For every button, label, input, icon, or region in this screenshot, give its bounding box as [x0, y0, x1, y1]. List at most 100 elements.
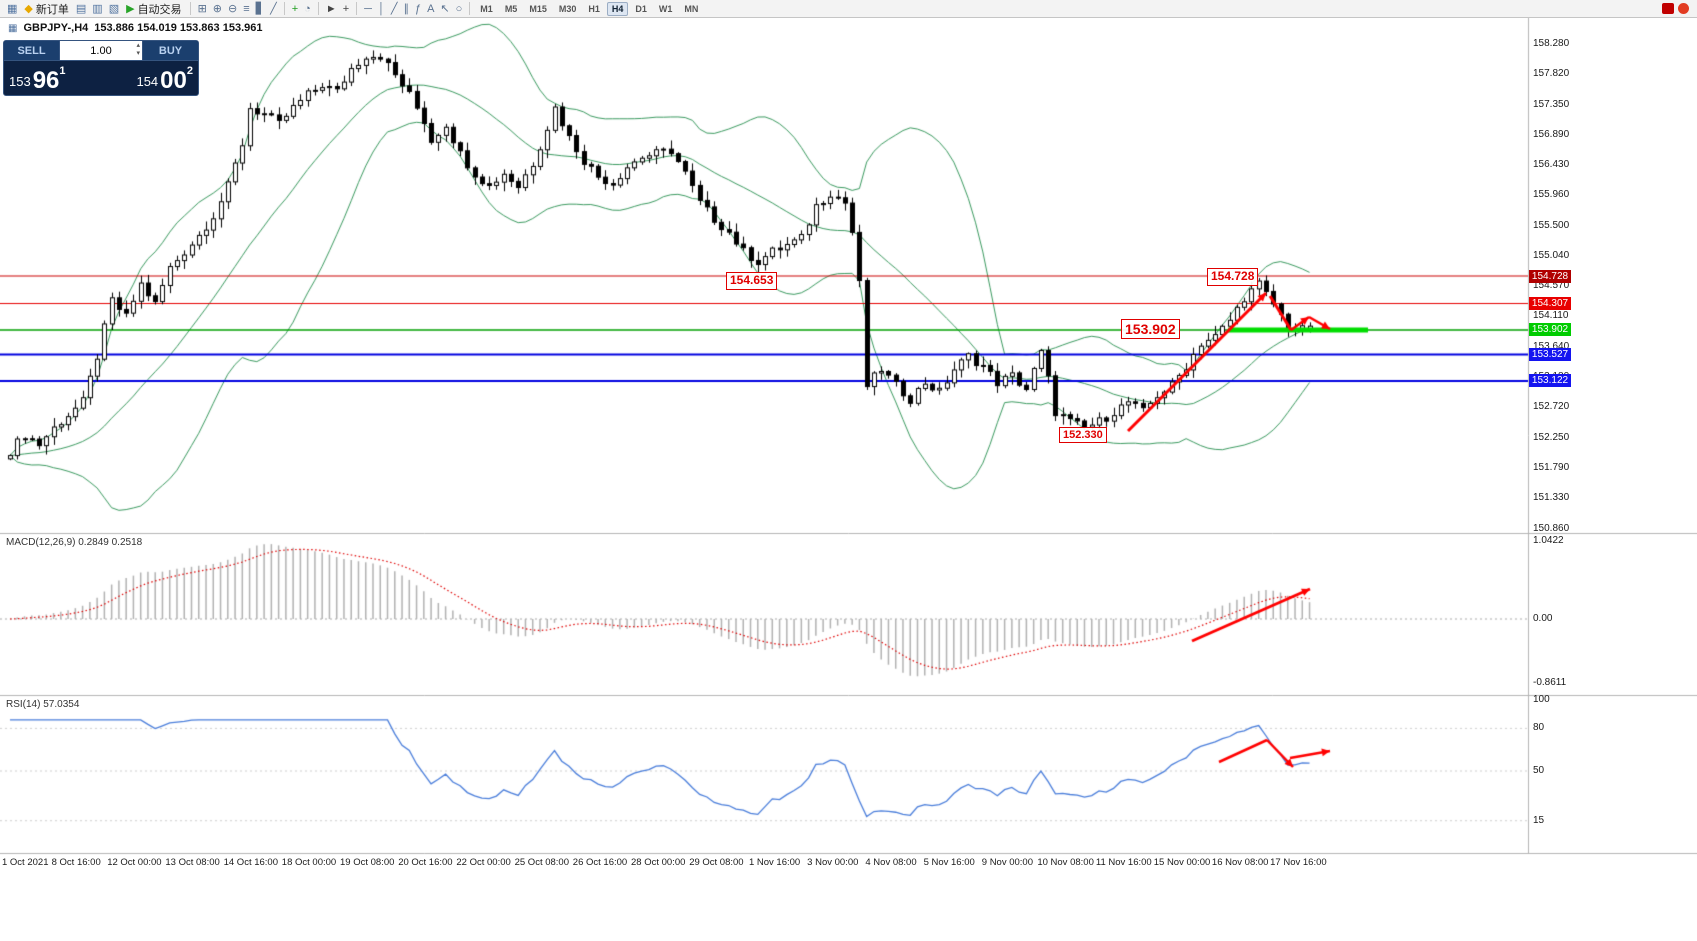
macd-indicator-label: MACD(12,26,9) 0.2849 0.2518 — [6, 537, 143, 548]
sell-button[interactable]: SELL — [4, 41, 59, 60]
time-axis-label: 22 Oct 00:00 — [456, 857, 511, 868]
price-axis-badge: 153.122 — [1529, 374, 1571, 388]
fibonacci-tool-icon: ƒ — [414, 2, 422, 15]
vline-tool-icon[interactable]: │ — [375, 1, 388, 17]
market-watch-icon[interactable]: ▥ — [89, 1, 105, 17]
time-axis-label: 12 Oct 00:00 — [107, 857, 162, 868]
text-tool-icon[interactable]: A — [424, 1, 437, 17]
time-axis-label: 18 Oct 00:00 — [281, 857, 337, 868]
time-axis-label: 16 Nov 08:00 — [1211, 857, 1269, 868]
price-axis-tick: 154.570 — [1533, 280, 1570, 292]
period-clock-icon: ◔ — [304, 2, 311, 15]
new-order-button[interactable]: ◆ 新订单 — [20, 1, 72, 17]
period-clock-icon[interactable]: ◔ — [301, 1, 314, 17]
auto-trading-button[interactable]: ▶ 自动交易 — [122, 1, 185, 17]
annotation-price-label[interactable]: 152.330 — [1059, 427, 1107, 444]
tile-windows-icon[interactable]: ⊞ — [195, 1, 210, 17]
buy-price-main: 154 — [136, 74, 159, 89]
channel-tool-icon[interactable]: ∥ — [400, 1, 412, 17]
price-axis-tick: 158.280 — [1533, 37, 1570, 49]
one-click-trade-panel: SELL 1.00 ▴ ▾ BUY 153 96 1 154 00 2 — [3, 40, 199, 96]
time-axis-label: 10 Nov 08:00 — [1037, 857, 1094, 868]
price-axis-tick: 151.330 — [1533, 492, 1570, 504]
timeframe-button-h1[interactable]: H1 — [588, 3, 600, 14]
bar-chart-icon[interactable]: ≡ — [240, 1, 252, 17]
annotation-price-label[interactable]: 154.653 — [726, 272, 778, 290]
auto-trading-button-label: 自动交易 — [137, 3, 182, 16]
volume-spinner[interactable]: ▴ ▾ — [136, 42, 140, 58]
timeframe-button-d1[interactable]: D1 — [635, 3, 647, 14]
timeframe-button-m1[interactable]: M1 — [480, 3, 493, 14]
zoom-in-icon: ⊕ — [212, 2, 222, 15]
annotation-price-label[interactable]: 154.728 — [1207, 268, 1259, 286]
timeframe-button-m30[interactable]: M30 — [558, 3, 577, 14]
profiles-icon: ▤ — [75, 2, 87, 15]
timeframe-button-w1[interactable]: W1 — [658, 3, 673, 14]
volume-down-icon[interactable]: ▾ — [136, 50, 140, 57]
volume-input[interactable]: 1.00 ▴ ▾ — [59, 41, 143, 60]
trendline-tool-icon[interactable]: ╱ — [388, 1, 401, 17]
line-chart-icon[interactable]: ╱ — [267, 1, 280, 17]
annotation-price-label[interactable]: 153.902 — [1121, 319, 1180, 340]
shapes-tool-icon: ○ — [455, 2, 463, 15]
price-axis-tick: 150.860 — [1533, 522, 1570, 534]
zoom-in-icon[interactable]: ⊕ — [210, 1, 225, 17]
crosshair-tool-icon[interactable]: + — [340, 1, 352, 17]
time-axis-label: 14 Oct 16:00 — [223, 857, 278, 868]
profiles-icon[interactable]: ▤ — [73, 1, 89, 17]
time-axis-label: 29 Oct 08:00 — [689, 857, 744, 868]
chart-window-icon: ▦ — [7, 2, 18, 15]
zoom-out-icon[interactable]: ⊖ — [225, 1, 240, 17]
timeframe-button-m5[interactable]: M5 — [504, 3, 518, 14]
time-axis-label: 15 Nov 00:00 — [1153, 857, 1211, 868]
sell-price-point: 1 — [59, 65, 66, 77]
cursor-tool-icon[interactable]: ► — [323, 1, 340, 17]
text-tool-icon: A — [427, 2, 435, 15]
rsi-axis-tick: 100 — [1533, 694, 1550, 705]
price-axis-tick: 155.500 — [1533, 219, 1570, 231]
fibonacci-tool-icon[interactable]: ƒ — [412, 1, 424, 17]
chart-window-icon[interactable]: ▦ — [4, 1, 20, 17]
candlestick-chart-icon: ▋ — [255, 2, 265, 15]
crosshair-tool-icon: + — [342, 2, 350, 15]
navigator-icon[interactable]: ▧ — [106, 1, 122, 17]
auto-trading-button: ▶ — [126, 3, 135, 15]
sell-price[interactable]: 153 96 1 — [4, 61, 101, 95]
bar-chart-icon: ≡ — [243, 2, 250, 15]
rsi-axis-tick: 50 — [1533, 765, 1545, 776]
new-order-button: ◆ — [24, 3, 33, 15]
timeframe-button-h4[interactable]: H4 — [606, 1, 629, 16]
time-axis-label: 8 Oct 16:00 — [51, 857, 101, 868]
candlestick-chart-icon[interactable]: ▋ — [253, 1, 267, 17]
time-axis-label: 11 Nov 16:00 — [1095, 857, 1152, 868]
trendline-tool-icon: ╱ — [390, 2, 398, 15]
timeframe-button-m15[interactable]: M15 — [529, 3, 547, 14]
price-axis-badge: 153.527 — [1529, 347, 1571, 361]
new-order-button-label: 新订单 — [35, 3, 69, 16]
price-axis-tick: 156.890 — [1533, 128, 1570, 140]
time-axis-label: 20 Oct 16:00 — [398, 857, 453, 868]
add-indicator-icon: + — [291, 2, 299, 15]
sell-price-main: 153 — [9, 74, 31, 89]
buy-button[interactable]: BUY — [143, 41, 198, 60]
volume-up-icon[interactable]: ▴ — [136, 42, 140, 49]
shapes-tool-icon[interactable]: ○ — [453, 1, 466, 17]
price-axis-badge: 154.307 — [1529, 297, 1571, 311]
notification-icon[interactable] — [1678, 3, 1689, 14]
hline-tool-icon[interactable]: ─ — [361, 1, 375, 17]
arrow-tool-icon[interactable]: ↖ — [437, 1, 452, 17]
timeframe-button-mn[interactable]: MN — [684, 3, 699, 14]
alert-icon[interactable] — [1662, 3, 1674, 14]
toolbar-separator — [317, 2, 319, 15]
zoom-out-icon: ⊖ — [228, 2, 238, 15]
chart-symbol-icon: ▦ — [8, 22, 18, 34]
toolbar-separator — [469, 2, 471, 15]
rsi-axis-tick: 15 — [1533, 814, 1545, 826]
add-indicator-icon[interactable]: + — [289, 1, 301, 17]
volume-value: 1.00 — [90, 44, 112, 57]
buy-price[interactable]: 154 00 2 — [101, 61, 198, 95]
price-axis-tick: 157.820 — [1533, 67, 1570, 79]
main-toolbar: ▦ ◆ 新订单 ▤ ▥ ▧ ▶ 自动交易 ⊞ ⊕ ⊖ ≡ ▋ ╱ + ◔ ► + ─ │ ╱ ∥ ƒ A ↖ ○ M1 M5 M15 M3… — [0, 0, 1697, 18]
symbol-title: GBPJPY-,H4 — [23, 22, 89, 34]
